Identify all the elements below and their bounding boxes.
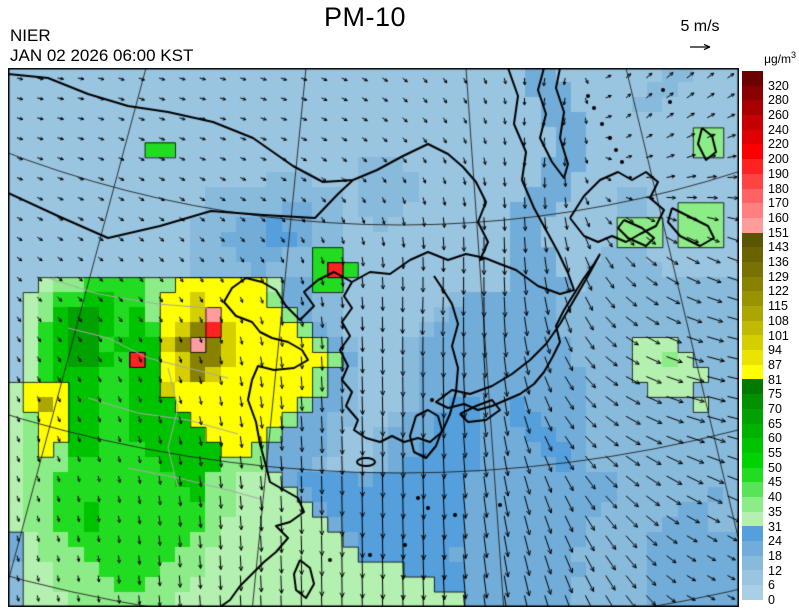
colorbar-box	[742, 394, 763, 409]
colorbar-box	[742, 379, 763, 395]
colorbar-tick: 170	[768, 196, 789, 211]
org-label: NIER	[10, 26, 51, 45]
colorbar-tick: 75	[768, 387, 782, 402]
colorbar-tick: 190	[768, 166, 789, 181]
colorbar-tick: 81	[768, 372, 782, 387]
colorbar-box	[742, 570, 763, 586]
colorbar-tick: 151	[768, 225, 789, 240]
colorbar-tick: 280	[768, 93, 789, 108]
colorbar	[742, 71, 763, 600]
colorbar-tick: 143	[768, 240, 789, 255]
colorbar-box	[742, 452, 763, 468]
colorbar-tick: 24	[768, 534, 782, 549]
colorbar-tick: 260	[768, 108, 789, 123]
colorbar-box	[742, 173, 763, 189]
colorbar-tick: 12	[768, 563, 782, 578]
colorbar-box	[742, 261, 763, 277]
colorbar-box	[742, 408, 763, 424]
colorbar-box	[742, 555, 763, 571]
colorbar-tick: 0	[768, 593, 775, 607]
colorbar-tick-labels: 320 280 260 240 220 200 190 180 170 160 151 143 136 1…	[768, 71, 799, 611]
colorbar-tick: 220	[768, 137, 789, 152]
colorbar-box	[742, 335, 763, 351]
colorbar-box	[742, 364, 763, 380]
colorbar-box	[742, 276, 763, 292]
colorbar-tick: 50	[768, 460, 782, 475]
colorbar-box	[742, 482, 763, 497]
colorbar-box	[742, 129, 763, 145]
colorbar-tick: 70	[768, 401, 782, 416]
colorbar-tick: 65	[768, 416, 782, 431]
datetime-label: JAN 02 2026 06:00 KST	[10, 46, 194, 65]
colorbar-tick: 200	[768, 152, 789, 167]
colorbar-box	[742, 496, 763, 512]
colorbar-tick: 160	[768, 210, 789, 225]
colorbar-tick: 122	[768, 284, 789, 299]
colorbar-box	[742, 511, 763, 527]
colorbar-box	[742, 585, 763, 600]
colorbar-tick: 87	[768, 357, 782, 372]
colorbar-box	[742, 203, 763, 218]
colorbar-box	[742, 217, 763, 233]
colorbar-box	[742, 159, 763, 174]
colorbar-box	[742, 467, 763, 483]
colorbar-box	[742, 188, 763, 204]
colorbar-tick: 6	[768, 578, 775, 593]
colorbar-tick: 136	[768, 255, 789, 270]
colorbar-tick: 45	[768, 475, 782, 490]
colorbar-box	[742, 232, 763, 248]
colorbar-box	[742, 350, 763, 365]
colorbar-tick: 180	[768, 181, 789, 196]
map-canvas	[8, 68, 739, 607]
colorbar-tick: 320	[768, 78, 789, 93]
colorbar-box	[742, 423, 763, 439]
colorbar-box	[742, 438, 763, 453]
colorbar-box	[742, 526, 763, 541]
colorbar-tick: 60	[768, 431, 782, 446]
page-title: PM-10	[323, 2, 407, 32]
colorbar-tick: 31	[768, 519, 782, 534]
colorbar-tick: 94	[768, 343, 782, 358]
wind-reference-label: 5 m/s	[680, 18, 720, 35]
colorbar-box	[742, 306, 763, 321]
colorbar-tick: 108	[768, 313, 789, 328]
colorbar-tick: 129	[768, 269, 789, 284]
colorbar-tick: 115	[768, 299, 788, 314]
colorbar-box	[742, 320, 763, 336]
colorbar-box	[742, 144, 763, 160]
colorbar-tick: 40	[768, 490, 782, 505]
colorbar-box	[742, 71, 763, 86]
colorbar-tick: 55	[768, 446, 782, 461]
colorbar-tick: 101	[768, 328, 789, 343]
colorbar-tick: 35	[768, 504, 782, 519]
colorbar-tick: 18	[768, 548, 782, 563]
colorbar-tick: 240	[768, 122, 789, 137]
colorbar-box	[742, 247, 763, 262]
colorbar-box	[742, 291, 763, 306]
colorbar-units-label: μg/m3	[764, 50, 796, 66]
colorbar-box	[742, 541, 763, 556]
colorbar-box	[742, 115, 763, 130]
colorbar-box	[742, 85, 763, 101]
colorbar-box	[742, 100, 763, 116]
wind-reference-arrow-icon	[690, 43, 711, 51]
